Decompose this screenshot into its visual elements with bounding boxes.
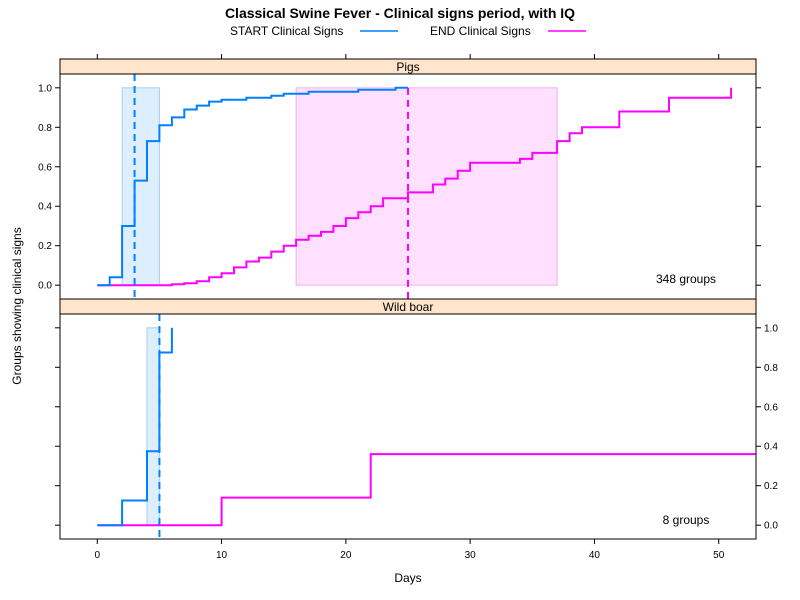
- group-count-label: 8 groups: [663, 513, 710, 527]
- end-series-line: [97, 453, 756, 527]
- y-tick-label: 0.2: [38, 241, 52, 252]
- x-tick-label: 50: [713, 550, 725, 561]
- end-iq-band: [295, 87, 558, 286]
- legend: START Clinical Signs END Clinical Signs: [230, 24, 586, 38]
- x-tick-label: 0: [95, 550, 101, 561]
- y-tick-label: 0.6: [38, 162, 52, 173]
- x-axis-label: Days: [394, 571, 421, 585]
- panel-border: [59, 313, 757, 540]
- y-tick-label: 0.8: [764, 363, 778, 374]
- x-tick-label: 40: [589, 550, 601, 561]
- y-tick-label: 0.0: [764, 521, 778, 532]
- y-tick-label: 0.8: [38, 123, 52, 134]
- y-tick-label: 1.0: [38, 83, 52, 94]
- y-axis-label: Groups showing clinical signs: [10, 227, 24, 384]
- x-tick-label: 20: [340, 550, 352, 561]
- y-tick-label: 0.2: [764, 481, 778, 492]
- chart-title: Classical Swine Fever - Clinical signs p…: [225, 5, 575, 21]
- end-series-line: [97, 87, 733, 287]
- panels: Pigs 0.0 0.2 0.4 0.6 0.8 1.0 348 groups Wild boa…: [38, 58, 778, 540]
- start-series-line: [97, 327, 173, 527]
- x-tick-label: 10: [216, 550, 228, 561]
- group-count-label: 348 groups: [656, 272, 716, 286]
- y-tick-label: 0.4: [764, 442, 778, 453]
- legend-entry-start-label: START Clinical Signs: [230, 24, 343, 38]
- y-tick-label: 0.6: [764, 402, 778, 413]
- panel-strip-label: Pigs: [396, 60, 419, 74]
- x-axis: 0 10 20 30 40 50: [95, 54, 725, 561]
- start-series-line: [97, 86, 408, 287]
- legend-entry-end-label: END Clinical Signs: [430, 24, 531, 38]
- start-iq-band: [146, 327, 160, 526]
- y-tick-label: 0.4: [38, 202, 52, 213]
- panel-pigs: Pigs 0.0 0.2 0.4 0.6 0.8 1.0 348 groups: [38, 58, 761, 300]
- y-tick-label: 1.0: [764, 323, 778, 334]
- panel-strip-label: Wild boar: [383, 300, 434, 314]
- start-iq-band: [121, 87, 160, 286]
- x-tick-label: 30: [465, 550, 477, 561]
- y-tick-label: 0.0: [38, 281, 52, 292]
- panel-wild-boar: Wild boar 0.0 0.2 0.4 0.6 0.8 1.0 8 groups: [55, 298, 778, 540]
